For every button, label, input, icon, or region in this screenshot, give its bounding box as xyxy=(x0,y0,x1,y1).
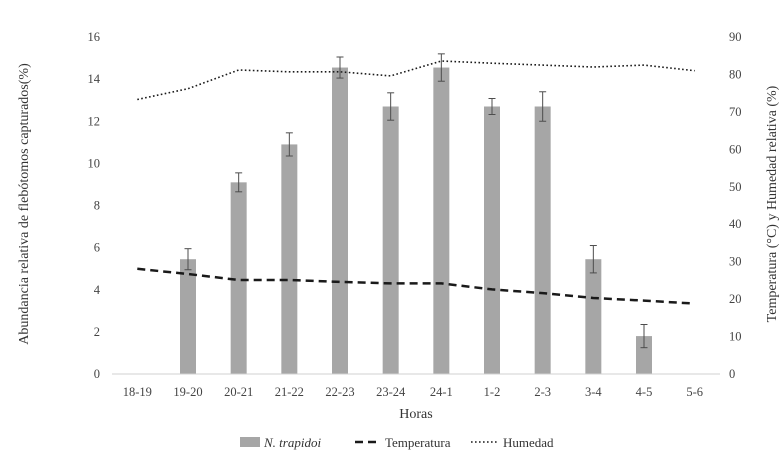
y2-tick-30: 30 xyxy=(729,255,742,269)
y-tick-6: 6 xyxy=(94,241,100,255)
bar-19-20 xyxy=(180,259,196,374)
bar-22-23 xyxy=(332,67,348,375)
bar-2-3 xyxy=(534,106,551,374)
x-tick-1-2: 1-2 xyxy=(484,385,501,399)
legend-swatch-bar xyxy=(240,437,260,447)
y-tick-16: 16 xyxy=(88,30,101,44)
x-tick-20-21: 20-21 xyxy=(224,385,253,399)
y-tick-14: 14 xyxy=(88,72,101,86)
y-tick-0: 0 xyxy=(94,367,100,381)
y2-tick-10: 10 xyxy=(729,330,742,344)
y2-tick-20: 20 xyxy=(729,292,742,306)
bar-23-24 xyxy=(382,106,399,374)
x-tick-22-23: 22-23 xyxy=(325,385,354,399)
x-tick-3-4: 3-4 xyxy=(585,385,602,399)
x-tick-18-19: 18-19 xyxy=(123,385,152,399)
legend-label-bar: N. trapidoi xyxy=(263,435,321,450)
bar-24-1 xyxy=(433,67,450,375)
x-tick-4-5: 4-5 xyxy=(636,385,653,399)
y-tick-10: 10 xyxy=(88,156,101,170)
y-axis-label: Abundancia relativa de flebótomos captur… xyxy=(17,63,32,345)
bar-20-21 xyxy=(230,182,247,374)
bar-21-22 xyxy=(281,144,298,374)
x-tick-19-20: 19-20 xyxy=(173,385,202,399)
line-temperatura xyxy=(137,267,695,305)
y2-tick-40: 40 xyxy=(729,217,742,231)
y-tick-8: 8 xyxy=(94,199,100,213)
bar-3-4 xyxy=(585,259,602,374)
lines-layer xyxy=(137,60,695,305)
y2-tick-50: 50 xyxy=(729,180,742,194)
x-tick-5-6: 5-6 xyxy=(686,385,703,399)
bars-layer xyxy=(180,67,652,375)
legend: N. trapidoi Temperatura Humedad xyxy=(240,435,554,450)
y-tick-4: 4 xyxy=(94,283,101,297)
y2-tick-80: 80 xyxy=(729,67,742,81)
y2-tick-60: 60 xyxy=(729,142,742,156)
error-bars-layer xyxy=(184,53,648,349)
y-tick-12: 12 xyxy=(88,114,101,128)
x-tick-2-3: 2-3 xyxy=(534,385,551,399)
bar-1-2 xyxy=(484,106,500,374)
y-tick-labels: 0 2 4 6 8 10 12 14 16 xyxy=(88,30,101,381)
line-humedad xyxy=(137,60,695,101)
y2-tick-labels: 0 10 20 30 40 50 60 70 80 90 xyxy=(729,30,742,381)
x-tick-labels: 18-19 19-20 20-21 21-22 22-23 23-24 24-1 1-2 2-3… xyxy=(123,385,703,399)
x-tick-21-22: 21-22 xyxy=(275,385,304,399)
y2-tick-90: 90 xyxy=(729,30,742,44)
legend-label-dotted: Humedad xyxy=(503,435,554,450)
bar-4-5 xyxy=(636,336,652,374)
x-tick-24-1: 24-1 xyxy=(430,385,453,399)
x-tick-23-24: 23-24 xyxy=(376,385,406,399)
y2-tick-70: 70 xyxy=(729,105,742,119)
y2-axis-label: Temperatura (°C) y Humedad relativa (%) xyxy=(765,85,780,322)
y-tick-2: 2 xyxy=(94,325,100,339)
x-axis-label: Horas xyxy=(399,407,432,422)
legend-label-dashed: Temperatura xyxy=(385,435,451,450)
y2-tick-0: 0 xyxy=(729,367,735,381)
